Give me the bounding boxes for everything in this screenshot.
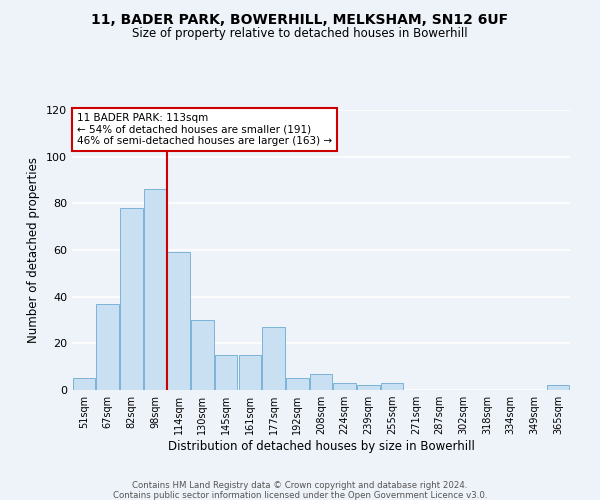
Bar (167, 252, 190, 390)
Bar (73, 378, 95, 390)
Bar (310, 374, 332, 390)
Text: 11, BADER PARK, BOWERHILL, MELKSHAM, SN12 6UF: 11, BADER PARK, BOWERHILL, MELKSHAM, SN1… (91, 12, 509, 26)
Y-axis label: Number of detached properties: Number of detached properties (28, 157, 40, 343)
Bar (215, 355, 238, 390)
Bar (97, 304, 119, 390)
Bar (191, 320, 214, 390)
Bar (547, 386, 569, 390)
Bar (239, 355, 261, 390)
Text: Contains public sector information licensed under the Open Government Licence v3: Contains public sector information licen… (113, 491, 487, 500)
Text: Size of property relative to detached houses in Bowerhill: Size of property relative to detached ho… (132, 28, 468, 40)
Bar (120, 208, 143, 390)
Bar (334, 383, 356, 390)
Bar (144, 190, 166, 390)
Bar (262, 327, 285, 390)
Bar (381, 383, 403, 390)
Bar (357, 386, 380, 390)
Text: Contains HM Land Registry data © Crown copyright and database right 2024.: Contains HM Land Registry data © Crown c… (132, 481, 468, 490)
X-axis label: Distribution of detached houses by size in Bowerhill: Distribution of detached houses by size … (167, 440, 475, 453)
Bar (286, 378, 308, 390)
Text: 11 BADER PARK: 113sqm
← 54% of detached houses are smaller (191)
46% of semi-det: 11 BADER PARK: 113sqm ← 54% of detached … (77, 113, 332, 146)
